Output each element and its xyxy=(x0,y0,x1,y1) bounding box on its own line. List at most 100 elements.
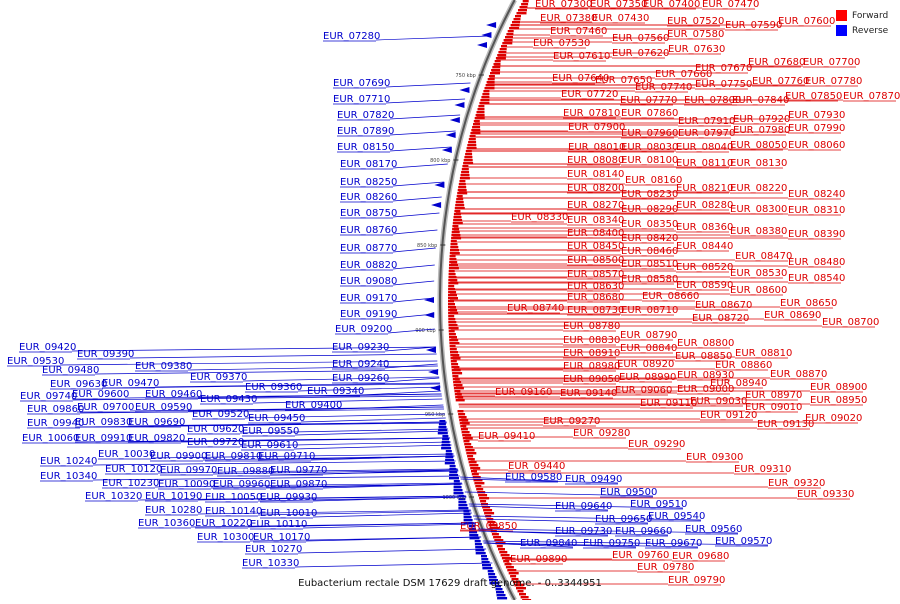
reverse-gene-label: EUR_09670 xyxy=(645,538,702,549)
forward-gene-label: EUR_09320 xyxy=(768,478,825,489)
forward-gene-block xyxy=(464,443,472,446)
forward-gene-block xyxy=(502,42,513,45)
reverse-gene-block xyxy=(469,534,479,537)
reverse-gene-block xyxy=(445,459,455,462)
reverse-gene-block xyxy=(475,552,486,555)
forward-gene-label: EUR_09020 xyxy=(805,413,862,424)
forward-gene-block xyxy=(448,291,457,294)
forward-gene-block xyxy=(459,419,469,422)
reverse-gene-label: EUR_08150 xyxy=(337,142,394,153)
forward-gene-block xyxy=(479,102,490,105)
reverse-gene-block xyxy=(453,492,464,495)
reverse-gene-label: EUR_09190 xyxy=(340,309,397,320)
reverse-gene-leader xyxy=(310,455,455,461)
reverse-gene-label: EUR_10060 xyxy=(22,433,79,444)
reverse-gene-label: EUR_09600 xyxy=(72,389,129,400)
forward-gene-label: EUR_08380 xyxy=(730,226,787,237)
reverse-gene-block xyxy=(495,588,503,591)
reverse-gene-label: EUR_10090 xyxy=(158,479,215,490)
forward-gene-label: EUR_09120 xyxy=(700,410,757,421)
reverse-gene-label: EUR_09880 xyxy=(217,466,274,477)
forward-gene-block xyxy=(458,186,467,189)
reverse-gene-arrow xyxy=(449,117,460,123)
forward-gene-label: EUR_08710 xyxy=(621,305,678,316)
reverse-gene-block xyxy=(482,564,491,567)
forward-gene-block xyxy=(510,575,517,578)
forward-gene-label: EUR_07780 xyxy=(805,76,862,87)
forward-gene-label: EUR_07670 xyxy=(695,63,752,74)
reverse-gene-leader xyxy=(239,441,451,447)
reverse-gene-leader xyxy=(474,518,649,524)
forward-gene-block xyxy=(456,198,464,201)
genome-caption: Eubacterium rectale DSM 17629 draft geno… xyxy=(298,578,602,589)
forward-gene-label: EUR_07850 xyxy=(785,91,842,102)
reverse-gene-leader xyxy=(297,386,441,392)
reverse-gene-label: EUR_10190 xyxy=(145,491,202,502)
reverse-gene-leader xyxy=(180,437,450,443)
forward-gene-block xyxy=(496,545,503,548)
forward-gene-block xyxy=(499,48,507,51)
forward-gene-label: EUR_08360 xyxy=(676,222,733,233)
forward-gene-block xyxy=(448,297,458,300)
reverse-gene-label: EUR_09860 xyxy=(27,404,84,415)
forward-gene-label: EUR_09330 xyxy=(797,489,854,500)
reverse-gene-leader xyxy=(387,328,435,334)
forward-gene-block xyxy=(458,413,466,416)
reverse-gene-label: EUR_08170 xyxy=(340,159,397,170)
forward-gene-block xyxy=(459,422,470,425)
reverse-gene-leader xyxy=(469,505,609,511)
reverse-gene-block xyxy=(449,471,458,474)
forward-gene-label: EUR_08130 xyxy=(730,158,787,169)
reverse-gene-leader xyxy=(464,491,654,497)
forward-gene-block xyxy=(504,563,512,566)
reverse-gene-label: EUR_09530 xyxy=(7,356,64,367)
forward-gene-label: EUR_07520 xyxy=(667,16,724,27)
scale-tick-label: 800 kbp xyxy=(430,158,450,164)
forward-gene-label: EUR_08850 xyxy=(675,351,732,362)
forward-gene-block xyxy=(474,482,485,485)
reverse-gene-label: EUR_10320 xyxy=(85,491,142,502)
reverse-gene-block xyxy=(458,498,466,501)
forward-gene-label: EUR_08110 xyxy=(676,158,733,169)
reverse-gene-label: EUR_07890 xyxy=(337,126,394,137)
reverse-gene-label: EUR_09960 xyxy=(213,479,270,490)
forward-gene-block xyxy=(448,279,458,282)
forward-gene-block xyxy=(472,476,481,479)
forward-gene-block xyxy=(477,108,485,111)
forward-gene-label: EUR_07810 xyxy=(563,108,620,119)
forward-gene-block xyxy=(458,416,467,419)
reverse-gene-label: EUR_10110 xyxy=(250,519,307,530)
reverse-gene-block xyxy=(449,465,456,468)
reverse-gene-leader xyxy=(392,181,445,187)
reverse-gene-label: EUR_09970 xyxy=(160,465,217,476)
forward-gene-label: EUR_08570 xyxy=(567,269,624,280)
reverse-gene-label: EUR_09770 xyxy=(270,465,327,476)
reverse-gene-label: EUR_10330 xyxy=(242,558,299,569)
forward-gene-label: EUR_07620 xyxy=(612,48,669,59)
reverse-gene-label: EUR_09170 xyxy=(340,293,397,304)
forward-gene-block xyxy=(473,120,480,123)
forward-gene-block xyxy=(448,327,459,330)
reverse-gene-block xyxy=(442,435,449,438)
forward-gene-block xyxy=(490,72,500,75)
reverse-gene-block xyxy=(488,576,497,579)
forward-gene-label: EUR_09060 xyxy=(615,385,672,396)
forward-gene-block xyxy=(487,78,495,81)
reverse-gene-leader xyxy=(300,417,446,423)
reverse-gene-block xyxy=(449,474,459,477)
reverse-gene-leader xyxy=(392,247,436,253)
reverse-gene-label: EUR_09710 xyxy=(258,451,315,462)
forward-gene-label: EUR_07870 xyxy=(843,91,900,102)
forward-gene-label: EUR_07640 xyxy=(552,73,609,84)
forward-gene-label: EUR_09790 xyxy=(668,575,725,586)
reverse-gene-leader xyxy=(294,562,493,568)
forward-gene-block xyxy=(448,294,457,297)
reverse-gene-label: EUR_09650 xyxy=(595,514,652,525)
forward-gene-label: EUR_09890 xyxy=(510,554,567,565)
legend-label-forward: Forward xyxy=(852,10,889,21)
forward-gene-block xyxy=(450,360,457,363)
forward-gene-block xyxy=(476,488,484,491)
forward-gene-block xyxy=(492,66,501,69)
reverse-gene-leader xyxy=(212,469,459,475)
forward-gene-block xyxy=(516,12,527,15)
